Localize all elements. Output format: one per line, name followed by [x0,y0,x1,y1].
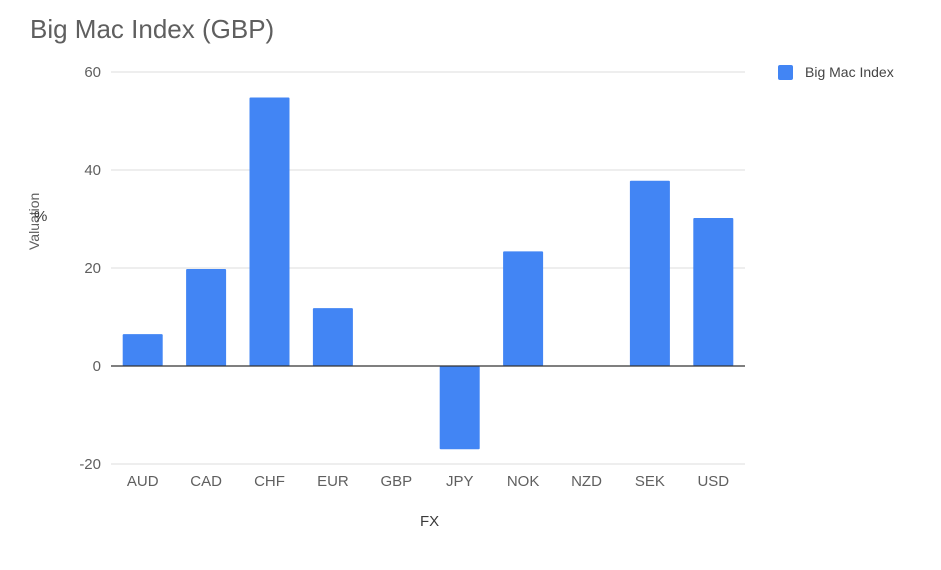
x-tick-label: CHF [254,473,285,490]
bar-sek [629,180,670,366]
x-tick-label: NZD [571,473,602,490]
x-tick-label: JPY [446,473,474,490]
chart-title: Big Mac Index (GBP) [30,14,275,44]
y-tick-label: 60 [84,64,101,81]
legend: Big Mac Index [778,64,894,80]
y-tick-label: 20 [84,260,101,277]
bar-jpy [439,366,480,450]
x-tick-label: AUD [127,473,159,490]
y-tick-label: 40 [84,162,101,179]
legend-label: Big Mac Index [805,64,894,80]
x-tick-label: SEK [635,473,665,490]
y-tick-label: -20 [79,456,101,473]
x-tick-label: GBP [380,473,412,490]
x-tick-label: USD [697,473,729,490]
bar-nok [503,251,544,366]
bar-chf [249,97,290,366]
bar-cad [186,268,227,366]
bar-aud [122,334,163,366]
bar-eur [312,308,353,366]
x-tick-label: EUR [317,473,349,490]
x-axis-label: FX [420,513,440,530]
bar-usd [693,218,734,366]
x-tick-label: NOK [507,473,540,490]
x-tick-label: CAD [190,473,222,490]
legend-swatch [778,64,793,80]
y-axis-unit: % [34,208,48,225]
y-tick-label: 0 [93,358,101,375]
